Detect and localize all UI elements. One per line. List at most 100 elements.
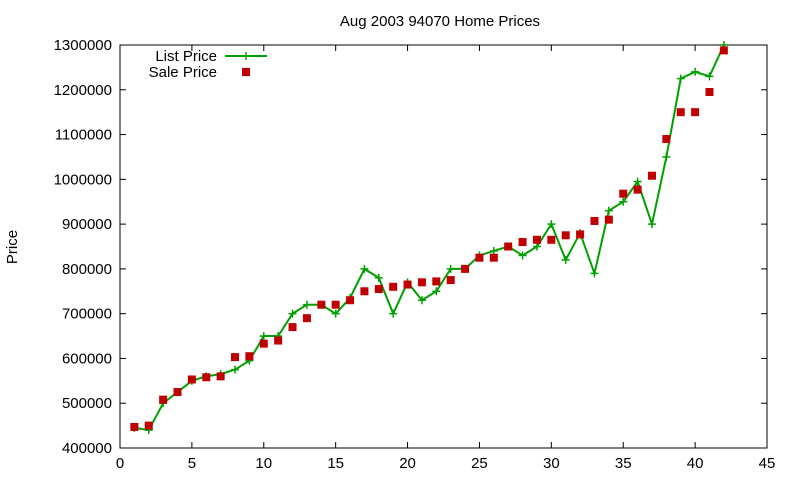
plot-frame (119, 44, 768, 449)
y-axis-label: Price (4, 230, 21, 264)
sale-price-point (633, 185, 642, 194)
list-price-point (231, 365, 240, 374)
list-price-point (604, 206, 613, 215)
sale-price-point (662, 135, 671, 144)
sale-price-point (432, 277, 441, 286)
sale-price-point (374, 285, 383, 294)
y-tick-label: 1300000 (54, 37, 112, 54)
sale-price-point (130, 422, 139, 431)
sale-price-point (317, 300, 326, 309)
sale-price-point (216, 372, 225, 381)
list-price-point (676, 74, 685, 83)
legend-marker-list-price (242, 52, 250, 60)
list-price-point (446, 264, 455, 273)
legend-label-list-price: List Price (155, 48, 217, 65)
y-tick-label: 900000 (62, 216, 112, 233)
list-price-point (518, 251, 527, 260)
y-tick-label: 400000 (62, 440, 112, 457)
x-tick-label: 40 (687, 455, 704, 472)
sale-price-point (360, 287, 369, 296)
sale-price-point (475, 253, 484, 262)
legend-label-sale-price: Sale Price (149, 64, 217, 81)
sale-price-point (489, 253, 498, 262)
sale-price-point (202, 373, 211, 382)
sale-price-point (389, 282, 398, 291)
list-price-point (705, 72, 714, 81)
x-tick-label: 30 (543, 455, 560, 472)
sale-price-point (288, 323, 297, 332)
sale-price-point (676, 108, 685, 117)
sale-price-point (647, 171, 656, 180)
sale-price-point (173, 388, 182, 397)
list-price-point (662, 152, 671, 161)
sale-price-point (576, 230, 585, 239)
axes-layer: 0 5 10 15 20 25 30 35 40 45 400000 500000 600000 7000… (54, 37, 776, 472)
list-price-point (633, 177, 642, 186)
list-price-point (288, 309, 297, 318)
sale-price-point (331, 300, 340, 309)
list-price-point (532, 242, 541, 251)
sale-price-point (518, 238, 527, 247)
y-tick-label: 700000 (62, 306, 112, 323)
x-tick-label: 5 (188, 455, 196, 472)
list-price-point (619, 197, 628, 206)
sale-price-point (561, 231, 570, 240)
list-price-point (360, 264, 369, 273)
sale-price-point (532, 235, 541, 244)
y-tick-label: 1200000 (54, 82, 112, 99)
list-price-point (547, 220, 556, 229)
sale-price-point (144, 421, 153, 430)
sale-price-point (705, 88, 714, 97)
list-price-line (134, 44, 725, 432)
x-tick-label: 0 (116, 455, 124, 472)
list-price-point (691, 67, 700, 76)
sale-price-point (346, 296, 355, 305)
sale-price-point (302, 314, 311, 323)
sale-price-point (187, 375, 196, 384)
list-price-point (374, 273, 383, 282)
sale-price-point (403, 280, 412, 289)
list-price-point (432, 287, 441, 296)
x-tick-label: 45 (759, 455, 776, 472)
x-tick-label: 35 (615, 455, 632, 472)
x-tick-label: 15 (327, 455, 344, 472)
x-tick-label: 25 (471, 455, 488, 472)
y-tick-label: 1100000 (55, 127, 112, 144)
y-tick-label: 1000000 (54, 171, 112, 188)
list-price-point (489, 246, 498, 255)
sale-price-point (274, 336, 283, 345)
x-tick-label: 10 (255, 455, 272, 472)
sale-price-point (590, 216, 599, 225)
list-price-point (302, 300, 311, 309)
sale-price-point (259, 339, 268, 348)
list-price-point (647, 220, 656, 229)
chart-title: Aug 2003 94070 Home Prices (340, 13, 540, 30)
list-price-point (417, 296, 426, 305)
sale-price-point (159, 395, 168, 404)
list-price-point (259, 332, 268, 341)
sale-price-point (691, 108, 700, 117)
sale-price-point (547, 235, 556, 244)
legend-swatch-sale-price (242, 68, 250, 76)
y-tick-label: 800000 (62, 261, 112, 278)
sale-price-point (619, 189, 628, 198)
sale-price-point (245, 352, 254, 361)
y-tick-label: 600000 (62, 350, 112, 367)
y-tick-label: 500000 (62, 395, 112, 412)
series-layer (130, 41, 728, 435)
list-price-point (590, 269, 599, 278)
sale-price-point (231, 353, 240, 362)
sale-price-point (719, 46, 728, 55)
list-price-point (331, 309, 340, 318)
list-price-point (561, 255, 570, 264)
sale-price-point (604, 215, 613, 224)
sale-price-point (461, 264, 470, 273)
x-tick-label: 20 (399, 455, 416, 472)
sale-price-point (446, 276, 455, 285)
sale-price-point (417, 278, 426, 287)
list-price-point (389, 309, 398, 318)
sale-price-point (504, 242, 513, 251)
